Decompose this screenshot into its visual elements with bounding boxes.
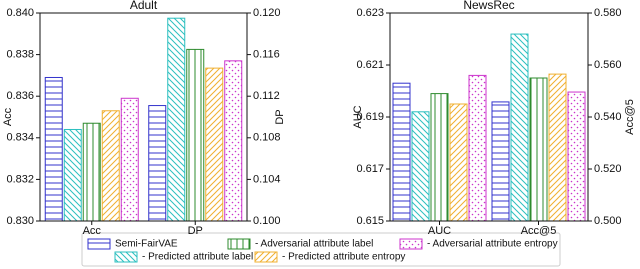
legend-label: Semi-FairVAE	[115, 239, 178, 250]
y2-tick-label: 0.560	[594, 59, 622, 71]
bar	[449, 103, 468, 222]
y-axis-label: Acc	[2, 107, 14, 126]
legend-swatch	[254, 251, 278, 263]
bar	[510, 33, 529, 222]
y2-tick-label: 0.100	[253, 215, 281, 227]
legend-frame	[81, 232, 561, 267]
plot-frame	[389, 12, 589, 222]
x-tick-label: Acc@5	[521, 225, 557, 237]
bar	[567, 91, 586, 222]
y2-axis-label: DP	[274, 109, 286, 124]
y2-tick-label: 0.520	[594, 163, 622, 175]
legend-label: - Predicted attribute entropy	[282, 252, 405, 263]
y2-axis-label: Acc@5	[624, 99, 636, 135]
legend-swatch	[399, 238, 423, 250]
y-tick-label: 0.830	[6, 215, 34, 227]
bar	[101, 110, 120, 222]
y-tick-label: 0.623	[356, 7, 384, 19]
x-tick-label: AUC	[428, 225, 451, 237]
y2-tick-label: 0.112	[253, 90, 280, 102]
bar	[392, 82, 411, 222]
bar	[148, 105, 167, 222]
y-tick-label: 0.621	[356, 59, 384, 71]
legend-label: - Adversarial attribute entropy	[427, 239, 558, 250]
y-axis-label: AUC	[352, 105, 364, 128]
bar	[411, 111, 430, 222]
y2-tick-label: 0.500	[594, 215, 622, 227]
y2-tick-label: 0.580	[594, 7, 622, 19]
y2-tick-label: 0.540	[594, 111, 622, 123]
bar	[529, 77, 548, 222]
bar	[548, 73, 567, 222]
y2-tick-label: 0.104	[253, 173, 281, 185]
y-tick-label: 0.838	[6, 49, 34, 61]
legend-swatch	[114, 251, 138, 263]
bar	[491, 101, 510, 222]
bar	[224, 60, 243, 222]
bar	[44, 76, 63, 222]
bar	[63, 128, 82, 222]
legend-label: - Predicted attribute label	[142, 252, 253, 263]
y-tick-label: 0.836	[6, 90, 34, 102]
y-tick-label: 0.617	[356, 163, 384, 175]
legend-label: - Adversarial attribute label	[255, 239, 373, 250]
bar	[186, 48, 205, 222]
plot-frame	[39, 12, 248, 222]
y2-tick-label: 0.108	[253, 132, 281, 144]
bar	[468, 74, 487, 222]
y-tick-label: 0.840	[6, 7, 34, 19]
x-tick-label: Acc	[83, 225, 102, 237]
y-tick-label: 0.832	[6, 173, 34, 185]
bar	[167, 17, 186, 222]
x-tick-label: DP	[188, 225, 203, 237]
legend-swatch	[227, 238, 251, 250]
chart-title: Adult	[130, 0, 158, 12]
bar	[205, 67, 224, 222]
bar	[430, 93, 449, 222]
chart-title: NewsRec	[463, 0, 514, 12]
bar	[120, 97, 139, 222]
bar	[82, 122, 101, 222]
y-tick-label: 0.619	[356, 111, 384, 123]
y-tick-label: 0.834	[6, 132, 34, 144]
y-tick-label: 0.615	[356, 215, 384, 227]
y2-tick-label: 0.120	[253, 7, 281, 19]
legend-swatch	[87, 238, 111, 250]
y2-tick-label: 0.116	[253, 49, 280, 61]
